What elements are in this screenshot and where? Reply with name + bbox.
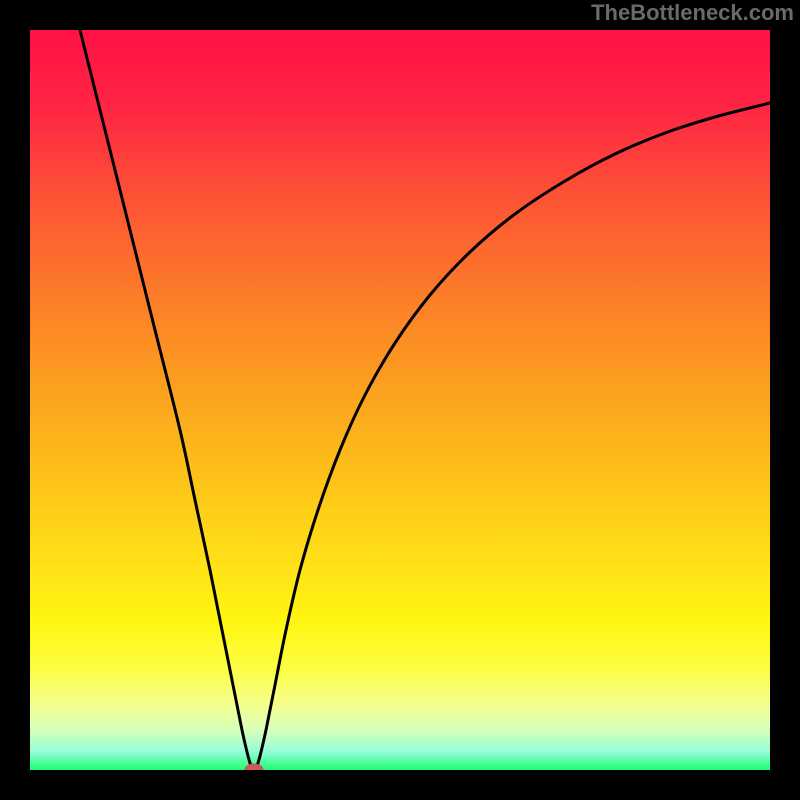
plot-area xyxy=(30,30,770,770)
watermark-text: TheBottleneck.com xyxy=(591,0,794,26)
plot-svg xyxy=(30,30,770,770)
gradient-background xyxy=(30,30,770,770)
chart-container: TheBottleneck.com xyxy=(0,0,800,800)
